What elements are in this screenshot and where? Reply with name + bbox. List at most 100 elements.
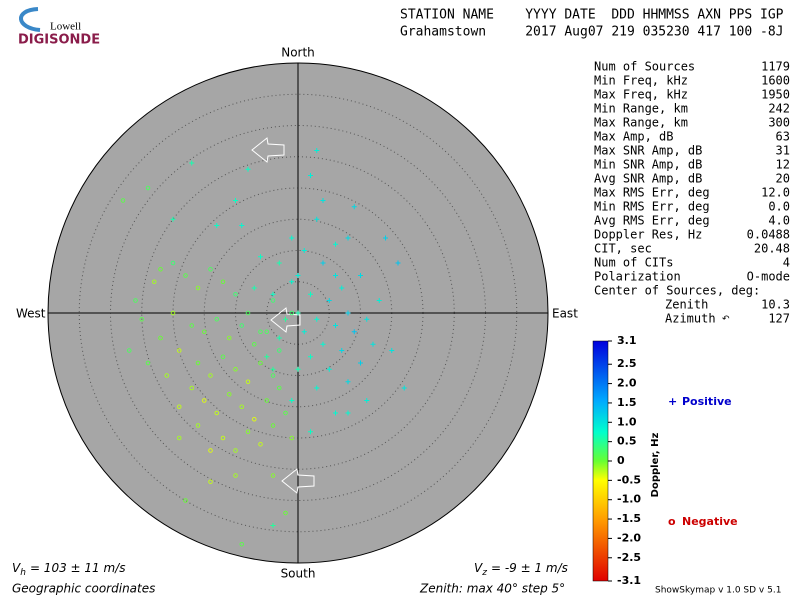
negative-source [139, 317, 144, 322]
negative-source [233, 448, 238, 453]
legend-marker: + [668, 395, 677, 408]
positive-source [364, 316, 370, 322]
arrow [270, 307, 301, 333]
negative-source [233, 292, 238, 297]
header-values: Grahamstown 2017 Aug07 219 035230 417 10… [400, 25, 784, 40]
colorbar-tick-label: 1.0 [617, 415, 637, 428]
stat-label: Max Amp, dB [594, 130, 673, 144]
stat-label: Doppler Res, Hz [594, 228, 702, 242]
center-azimuth: 127 [768, 312, 790, 326]
positive-source [401, 385, 407, 391]
positive-source [345, 379, 351, 385]
colorbar-label: Doppler, Hz [650, 433, 661, 498]
negative-source [208, 373, 213, 378]
negative-source [183, 498, 188, 503]
negative-source [208, 448, 213, 453]
negative-source [220, 354, 226, 360]
dir-east: East [552, 307, 578, 321]
negative-source [258, 360, 263, 366]
negative-source [270, 473, 276, 478]
stat-value: 4.0 [768, 214, 790, 228]
zenith-note: Zenith: max 40° step 5° [419, 582, 565, 596]
stat-value: 12.0 [761, 186, 790, 200]
negative-source [245, 429, 251, 435]
stat-value: 1179 [761, 60, 790, 74]
stat-label: Max RMS Err, deg [594, 186, 710, 200]
colorbar-tick-label: 2.5 [617, 357, 637, 370]
positive-source [295, 273, 301, 278]
stat-label: Avg SNR Amp, dB [594, 172, 702, 186]
negative-source [264, 398, 270, 403]
positive-source [351, 329, 357, 335]
legend-label: Negative [682, 515, 738, 528]
negative-source [289, 435, 295, 441]
negative-source [251, 342, 257, 347]
stat-value: 12 [776, 158, 790, 172]
negative-source [245, 379, 251, 385]
positive-source [320, 341, 326, 347]
positive-source [351, 204, 357, 210]
center-title: Center of Sources, deg: [594, 284, 760, 298]
negative-source [208, 267, 213, 272]
negative-source [145, 360, 151, 366]
colorbar-tick-label: -3.1 [617, 574, 641, 587]
colorbar-tick-label: -1.5 [617, 512, 641, 525]
positive-source [333, 323, 338, 328]
positive-source [345, 235, 351, 241]
logo-top: Lowell [50, 21, 81, 33]
stat-value: 242 [768, 102, 790, 116]
stat-label: Max Freq, kHz [594, 88, 688, 102]
positive-source [239, 223, 245, 228]
positive-source [276, 335, 282, 341]
colorbar-tick-label: 0.5 [617, 435, 637, 448]
positive-source [233, 198, 238, 203]
positive-source [270, 366, 276, 372]
negative-source [208, 479, 213, 485]
azimuth-icon: ↶ [722, 315, 730, 325]
stat-label: Min SNR Amp, dB [594, 158, 702, 172]
positive-source [314, 385, 320, 391]
negative-source [264, 329, 270, 335]
negative-source [226, 335, 232, 341]
stat-label: Min Range, km [594, 102, 688, 116]
version: ShowSkymap v 1.0 SD v 5.1 [655, 586, 781, 596]
stat-label: Polarization [594, 270, 681, 284]
negative-source [164, 373, 169, 378]
negative-source [151, 279, 157, 285]
arrow [251, 137, 285, 163]
negative-source [189, 323, 194, 328]
negative-source [233, 367, 238, 372]
positive-source [270, 523, 276, 528]
positive-source [214, 223, 220, 228]
stat-value: 20.48 [754, 242, 790, 256]
positive-source [295, 310, 301, 316]
positive-source [270, 291, 276, 297]
positive-source [358, 360, 363, 366]
negative-source [195, 423, 201, 428]
stat-value: 1600 [761, 74, 790, 88]
positive-source [333, 273, 338, 278]
negative-source [239, 404, 244, 410]
stat-label: Num of Sources [594, 60, 695, 74]
negative-source [258, 442, 263, 447]
positive-source [389, 348, 395, 353]
positive-source [333, 241, 338, 247]
positive-source [283, 316, 288, 322]
colorbar [592, 340, 609, 582]
stat-value: 0.0488 [747, 228, 790, 242]
positive-source [295, 366, 301, 372]
negative-source [195, 360, 201, 366]
positive-source [189, 160, 195, 166]
stat-value: 300 [768, 116, 790, 130]
negative-source [277, 385, 282, 391]
positive-source [245, 166, 251, 172]
positive-source [308, 291, 313, 297]
positive-source [358, 273, 363, 278]
negative-source [270, 423, 276, 428]
negative-source [226, 392, 232, 397]
negative-source [133, 298, 138, 303]
dir-north: North [281, 46, 315, 60]
positive-source [333, 410, 338, 416]
positive-source [339, 348, 345, 353]
